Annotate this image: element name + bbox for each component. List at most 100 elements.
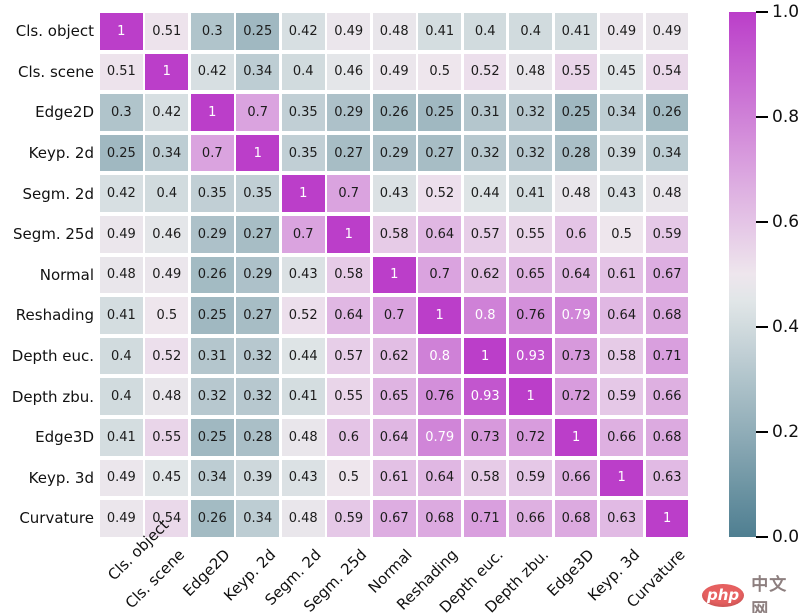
watermark: php 中文网 bbox=[702, 570, 803, 613]
heatmap-cell: 0.48 bbox=[509, 53, 552, 91]
heatmap-cell: 0.27 bbox=[327, 134, 371, 172]
heatmap-cell: 0.64 bbox=[418, 459, 461, 497]
heatmap-cell: 0.68 bbox=[554, 500, 598, 537]
heatmap-cell: 0.32 bbox=[463, 134, 507, 172]
heatmap-cell: 0.66 bbox=[554, 459, 598, 497]
heatmap-cell: 0.34 bbox=[645, 134, 689, 172]
heatmap-cell: 1 bbox=[645, 500, 689, 537]
heatmap-cell: 0.64 bbox=[418, 215, 461, 253]
y-axis-label: Keyp. 3d bbox=[28, 468, 94, 487]
heatmap-cell: 1 bbox=[145, 53, 189, 91]
php-logo-badge: php bbox=[702, 583, 745, 607]
heatmap-cell: 0.25 bbox=[418, 94, 461, 131]
heatmap-cell: 0.34 bbox=[190, 459, 234, 497]
heatmap-cell: 0.63 bbox=[645, 459, 689, 497]
heatmap-cell: 0.54 bbox=[145, 500, 189, 537]
heatmap-cell: 0.41 bbox=[100, 297, 143, 334]
heatmap-cell: 0.66 bbox=[600, 418, 643, 456]
heatmap-cell: 0.39 bbox=[236, 459, 280, 497]
heatmap-cell: 0.29 bbox=[236, 256, 280, 294]
heatmap-cell: 0.7 bbox=[327, 175, 371, 212]
heatmap-cell: 0.61 bbox=[600, 256, 643, 294]
heatmap-cell: 0.68 bbox=[645, 418, 689, 456]
heatmap-cell: 1 bbox=[463, 337, 507, 375]
heatmap-cell: 1 bbox=[327, 215, 371, 253]
heatmap-cell: 0.79 bbox=[418, 418, 461, 456]
y-axis-label: Normal bbox=[39, 265, 94, 284]
heatmap-cell: 0.45 bbox=[145, 459, 189, 497]
heatmap-cell: 0.35 bbox=[281, 94, 325, 131]
heatmap-cell: 0.57 bbox=[327, 337, 371, 375]
colorbar-tick-label: 0.8 bbox=[772, 107, 800, 127]
heatmap-cell: 0.68 bbox=[645, 297, 689, 334]
heatmap-cell: 0.48 bbox=[145, 378, 189, 415]
heatmap-cell: 0.25 bbox=[554, 94, 598, 131]
heatmap-cell: 0.52 bbox=[281, 297, 325, 334]
heatmap-cell: 0.48 bbox=[281, 500, 325, 537]
heatmap-cell: 0.48 bbox=[645, 175, 689, 212]
heatmap-cell: 0.41 bbox=[281, 378, 325, 415]
heatmap-cell: 0.49 bbox=[372, 53, 416, 91]
heatmap-cell: 0.59 bbox=[327, 500, 371, 537]
heatmap-cell: 0.7 bbox=[372, 297, 416, 334]
heatmap-cell: 0.71 bbox=[645, 337, 689, 375]
heatmap-cell: 0.58 bbox=[600, 337, 643, 375]
heatmap-cell: 0.41 bbox=[100, 418, 143, 456]
heatmap-cell: 0.73 bbox=[554, 337, 598, 375]
heatmap-cell: 0.34 bbox=[236, 500, 280, 537]
heatmap-cell: 0.28 bbox=[554, 134, 598, 172]
heatmap-cell: 0.55 bbox=[554, 53, 598, 91]
heatmap-cell: 0.42 bbox=[100, 175, 143, 212]
heatmap-cell: 0.25 bbox=[236, 13, 280, 50]
colorbar bbox=[729, 12, 756, 537]
heatmap-cell: 0.41 bbox=[554, 13, 598, 50]
heatmap-cell: 0.52 bbox=[418, 175, 461, 212]
heatmap-cell: 0.64 bbox=[554, 256, 598, 294]
heatmap-cell: 1 bbox=[236, 134, 280, 172]
heatmap-cell: 0.58 bbox=[372, 215, 416, 253]
heatmap-cell: 0.76 bbox=[418, 378, 461, 415]
y-axis-labels: Cls. object Cls. scene Edge2D Keyp. 2d Segm.… bbox=[0, 13, 94, 537]
heatmap-cell: 0.54 bbox=[645, 53, 689, 91]
y-axis-label: Depth zbu. bbox=[11, 387, 94, 406]
heatmap-cell: 0.31 bbox=[463, 94, 507, 131]
heatmap-cell: 0.68 bbox=[418, 500, 461, 537]
heatmap-cell: 0.64 bbox=[327, 297, 371, 334]
heatmap-cell: 1 bbox=[554, 418, 598, 456]
colorbar-tick bbox=[756, 221, 768, 223]
heatmap-cell: 0.32 bbox=[509, 134, 552, 172]
heatmap-cell: 0.52 bbox=[145, 337, 189, 375]
heatmap-cell: 0.44 bbox=[281, 337, 325, 375]
heatmap-cell: 0.34 bbox=[236, 53, 280, 91]
colorbar-tick-label: 0.2 bbox=[772, 422, 800, 442]
heatmap-cell: 0.52 bbox=[463, 53, 507, 91]
heatmap-cell: 0.49 bbox=[327, 13, 371, 50]
heatmap-cell: 0.42 bbox=[190, 53, 234, 91]
y-axis-label: Depth euc. bbox=[11, 347, 94, 366]
heatmap-cell: 0.28 bbox=[236, 418, 280, 456]
heatmap-cell: 0.7 bbox=[190, 134, 234, 172]
heatmap-cell: 0.49 bbox=[600, 13, 643, 50]
heatmap-cell: 0.62 bbox=[463, 256, 507, 294]
heatmap-cell: 0.26 bbox=[645, 94, 689, 131]
heatmap-cell: 0.48 bbox=[554, 175, 598, 212]
colorbar-tick bbox=[756, 11, 768, 13]
heatmap-cell: 0.26 bbox=[372, 94, 416, 131]
heatmap-cell: 0.49 bbox=[645, 13, 689, 50]
colorbar-tick-label: 0.4 bbox=[772, 317, 800, 337]
heatmap-cell: 1 bbox=[418, 297, 461, 334]
watermark-site-label: 中文网 bbox=[751, 575, 788, 613]
heatmap-cell: 0.65 bbox=[372, 378, 416, 415]
heatmap-cell: 0.41 bbox=[509, 175, 552, 212]
heatmap-cell: 0.25 bbox=[190, 418, 234, 456]
heatmap-cell: 0.4 bbox=[100, 337, 143, 375]
y-axis-label: Cls. scene bbox=[17, 62, 94, 81]
y-axis-label: Edge2D bbox=[35, 103, 94, 122]
heatmap-cell: 0.59 bbox=[645, 215, 689, 253]
heatmap-cell: 0.46 bbox=[145, 215, 189, 253]
heatmap-cell: 0.72 bbox=[554, 378, 598, 415]
heatmap-cell: 0.71 bbox=[463, 500, 507, 537]
y-axis-label: Segm. 25d bbox=[12, 225, 94, 244]
heatmap-cell: 0.29 bbox=[372, 134, 416, 172]
